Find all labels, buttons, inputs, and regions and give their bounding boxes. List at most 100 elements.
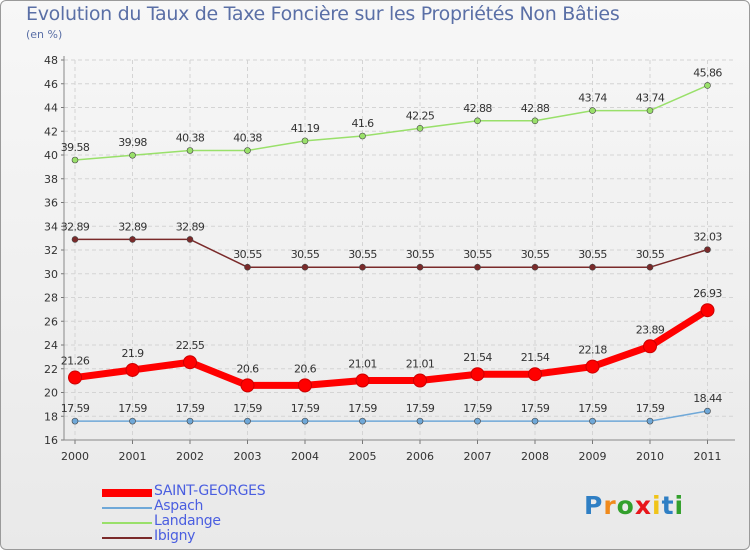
data-label-saint-georges: 20.6 — [236, 362, 259, 375]
data-label-landange: 45.86 — [693, 66, 722, 79]
point-aspach — [244, 417, 251, 425]
x-tick-label: 2003 — [234, 450, 262, 463]
point-ibigny — [129, 236, 136, 243]
point-aspach — [129, 417, 136, 425]
point-ibigny — [244, 263, 251, 271]
data-label-saint-georges: 22.55 — [176, 339, 205, 352]
point-landange — [474, 117, 481, 125]
data-label-saint-georges: 20.6 — [294, 362, 317, 375]
y-tick-label: 16 — [44, 434, 58, 447]
point-landange — [301, 137, 309, 145]
data-label-aspach: 17.59 — [233, 402, 262, 415]
data-label-aspach: 17.59 — [463, 402, 492, 415]
point-landange — [704, 82, 711, 89]
x-tick-label: 2005 — [349, 450, 377, 463]
point-landange — [359, 132, 366, 140]
point-saint-georges — [470, 367, 485, 382]
data-label-saint-georges: 23.89 — [636, 323, 665, 336]
x-tick-label: 2001 — [119, 450, 147, 463]
data-label-ibigny: 30.55 — [291, 248, 320, 261]
point-landange — [531, 117, 539, 125]
point-aspach — [359, 417, 366, 425]
y-tick-label: 20 — [44, 387, 58, 400]
x-tick-label: 2002 — [176, 450, 204, 463]
x-tick-label: 2011 — [694, 450, 722, 463]
point-saint-georges — [125, 362, 140, 377]
data-label-saint-georges: 21.26 — [61, 355, 90, 368]
point-ibigny — [704, 246, 711, 253]
data-label-landange: 42.88 — [463, 102, 492, 115]
point-saint-georges — [700, 303, 715, 318]
series-line-landange — [74, 84, 709, 161]
data-label-landange: 40.38 — [176, 131, 205, 144]
data-label-saint-georges: 21.54 — [463, 351, 492, 364]
point-ibigny — [589, 263, 596, 271]
point-saint-georges — [298, 378, 312, 393]
point-saint-georges — [355, 373, 370, 388]
point-landange — [129, 151, 136, 159]
data-label-ibigny: 30.55 — [406, 248, 435, 261]
y-tick-label: 40 — [44, 149, 58, 162]
data-label-aspach: 18.44 — [693, 392, 722, 405]
data-label-ibigny: 30.55 — [348, 248, 377, 261]
chart-unit-label: (en %) — [26, 28, 63, 41]
y-tick-label: 36 — [44, 197, 58, 210]
data-label-landange: 43.74 — [636, 92, 665, 105]
data-label-landange: 43.74 — [578, 92, 607, 105]
point-aspach — [301, 417, 309, 425]
data-label-aspach: 17.59 — [348, 402, 377, 415]
data-label-landange: 39.98 — [118, 136, 147, 149]
point-saint-georges — [240, 378, 255, 393]
y-tick-label: 32 — [44, 244, 58, 257]
y-tick-label: 42 — [44, 125, 58, 138]
point-aspach — [704, 407, 711, 415]
data-label-aspach: 17.59 — [636, 402, 665, 415]
data-labels: 21.26 21.9 22.55 20.6 20.6 21.01 21.01 21.54 21.… — [61, 66, 723, 415]
data-label-aspach: 17.59 — [291, 402, 320, 415]
legend-label: Aspach — [154, 498, 204, 514]
point-ibigny — [474, 263, 481, 271]
data-label-aspach: 17.59 — [578, 402, 607, 415]
x-tick-label: 2010 — [636, 450, 664, 463]
data-label-aspach: 17.59 — [406, 402, 435, 415]
y-tick-label: 44 — [44, 102, 58, 115]
data-label-landange: 39.58 — [61, 141, 90, 154]
y-tick-label: 46 — [44, 78, 58, 91]
point-aspach — [589, 417, 596, 425]
legend-swatch — [102, 507, 152, 509]
point-ibigny — [416, 263, 424, 271]
data-label-ibigny: 30.55 — [578, 248, 607, 261]
point-ibigny — [301, 263, 309, 271]
data-label-landange: 42.88 — [521, 102, 550, 115]
data-label-saint-georges: 26.93 — [693, 287, 722, 300]
data-label-aspach: 17.59 — [118, 402, 147, 415]
point-landange — [416, 124, 424, 132]
point-landange — [589, 107, 596, 114]
series — [68, 82, 715, 425]
legend-label: Ibigny — [154, 528, 196, 544]
data-label-ibigny: 30.55 — [233, 248, 262, 261]
point-ibigny — [71, 236, 79, 243]
data-label-aspach: 17.59 — [176, 402, 205, 415]
data-label-aspach: 17.59 — [521, 402, 550, 415]
point-aspach — [646, 417, 654, 425]
y-tick-label: 30 — [44, 268, 58, 281]
point-landange — [186, 147, 194, 154]
data-label-landange: 41.19 — [291, 122, 320, 135]
point-saint-georges — [183, 355, 197, 370]
legend-swatch — [102, 522, 152, 524]
point-saint-georges — [528, 367, 542, 382]
point-landange — [71, 156, 79, 164]
data-label-ibigny: 32.89 — [176, 220, 205, 233]
point-landange — [646, 107, 654, 114]
data-label-ibigny: 30.55 — [636, 248, 665, 261]
legend-swatch — [102, 537, 152, 539]
axes: 16 18 20 22 24 26 28 30 32 34 36 38 40 42 44 46 48 2000 20… — [44, 54, 735, 463]
x-tick-label: 2007 — [464, 450, 492, 463]
y-tick-label: 38 — [44, 173, 58, 186]
point-aspach — [474, 417, 481, 425]
data-label-ibigny: 32.03 — [693, 231, 722, 244]
point-saint-georges — [413, 373, 427, 388]
data-label-saint-georges: 21.9 — [121, 347, 144, 360]
